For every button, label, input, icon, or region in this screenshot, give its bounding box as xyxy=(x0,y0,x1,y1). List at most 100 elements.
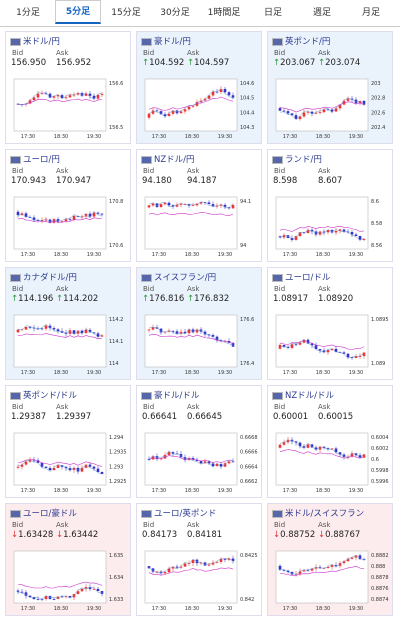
candle-body xyxy=(350,557,354,559)
candle-body xyxy=(52,96,56,98)
trend-arrow: ↑ xyxy=(142,294,150,304)
x-tick-label: 18:30 xyxy=(316,134,330,140)
candle-body xyxy=(215,561,219,563)
candle-body xyxy=(191,205,195,207)
candle-body xyxy=(159,328,163,333)
candle-body xyxy=(76,330,80,334)
currency-card[interactable]: 豪ドル/円 Bid Ask ↑104.592 ↑104.597 104.6 104.5 104… xyxy=(136,31,262,144)
candle-body xyxy=(342,352,346,354)
bid-label: Bid xyxy=(12,285,24,293)
x-tick-label: 19:30 xyxy=(218,252,232,258)
candle-body xyxy=(92,466,96,469)
candle-body xyxy=(179,204,183,205)
candle-body xyxy=(282,235,286,238)
candle-body xyxy=(302,339,306,343)
y-tick-label: 0.5998 xyxy=(371,468,389,474)
y-tick-label: 0.5996 xyxy=(371,479,389,485)
currency-card[interactable]: NZドル/ドル Bid Ask 0.60001 0.60015 0.6004 0.6002 0… xyxy=(267,385,393,498)
candle-body xyxy=(203,461,207,464)
bid-value: 8.598 xyxy=(273,176,297,186)
currency-card[interactable]: カナダドル/円 Bid Ask ↑114.196 ↑114.202 114.2 114.1 1… xyxy=(5,267,131,380)
candle-body xyxy=(334,108,338,112)
bid-label: Bid xyxy=(274,167,286,175)
candle-body xyxy=(199,202,203,204)
x-tick-label: 19:30 xyxy=(87,370,101,376)
ask-value: ↑104.597 xyxy=(187,58,229,68)
ask-value: 1.29397 xyxy=(56,412,91,422)
y-tick-label: 8.58 xyxy=(371,221,382,227)
bid-label: Bid xyxy=(12,521,24,529)
tab[interactable]: 1時間足 xyxy=(207,8,241,18)
candle-body xyxy=(346,558,350,562)
ask-value: ↑114.202 xyxy=(56,294,98,304)
tab[interactable]: 5分足 xyxy=(55,0,101,24)
currency-card[interactable]: 豪ドル/ドル Bid Ask 0.66641 0.66645 0.6668 0.6666 0.… xyxy=(136,385,262,498)
candle-body xyxy=(346,98,350,101)
currency-card[interactable]: 米ドル/スイスフラン Bid Ask ↓0.88752 ↓0.88767 0.8882 0.… xyxy=(267,503,393,616)
candle-body xyxy=(179,331,183,334)
candle-body xyxy=(32,597,36,599)
candle-body xyxy=(298,442,302,447)
bid-value: 0.60001 xyxy=(273,412,308,422)
currency-card[interactable]: ユーロ/英ポンド Bid Ask 0.84173 0.84181 0.8425 0.842 1… xyxy=(136,503,262,616)
candle-body xyxy=(56,95,60,97)
ask-value: 156.952 xyxy=(56,58,91,68)
candle-body xyxy=(346,353,350,358)
currency-card[interactable]: ランド/円 Bid Ask 8.598 8.607 8.6 8.58 8.56 17:30 18:… xyxy=(267,149,393,262)
moving-average xyxy=(279,565,365,577)
currency-card[interactable]: ユーロ/ドル Bid Ask 1.08917 1.08920 1.0895 1.089 17:… xyxy=(267,267,393,380)
moving-average xyxy=(17,98,103,105)
x-tick-label: 17:30 xyxy=(152,252,166,258)
candle-body xyxy=(231,95,235,98)
candle-body xyxy=(350,357,354,359)
flag-icon xyxy=(141,392,152,400)
ask-label: Ask xyxy=(318,285,331,293)
currency-card[interactable]: 英ポンド/ドル Bid Ask 1.29387 1.29397 1.294 1.2935 1.… xyxy=(5,385,131,498)
candle-body xyxy=(302,446,306,448)
bid-value: 1.29387 xyxy=(11,412,46,422)
trend-arrow: ↓ xyxy=(56,530,64,540)
pair-title: ユーロ/ドル xyxy=(285,273,331,283)
tab[interactable]: 1分足 xyxy=(16,8,40,18)
mini-chart: 1.0895 1.089 17:30 18:30 19:30 xyxy=(275,314,389,376)
currency-card[interactable]: ユーロ/豪ドル Bid Ask ↓1.63428 ↓1.63442 1.635 1.634 1… xyxy=(5,503,131,616)
pair-title: NZドル/円 xyxy=(154,155,195,165)
ask-price: 8.607 xyxy=(318,176,343,186)
y-tick-label: 176.6 xyxy=(240,317,254,323)
moving-average xyxy=(148,212,234,216)
candle-body xyxy=(68,596,72,598)
candle-body xyxy=(294,441,298,443)
candle-body xyxy=(175,331,179,334)
candle-body xyxy=(36,328,40,330)
bid-value: 0.84173 xyxy=(142,530,177,540)
candle-body xyxy=(207,461,211,464)
currency-card[interactable]: ユーロ/円 Bid Ask 170.943 170.947 170.8 170.6 17:30… xyxy=(5,149,131,262)
x-tick-label: 19:30 xyxy=(349,370,363,376)
tab[interactable]: 日足 xyxy=(263,8,282,18)
flag-icon xyxy=(141,510,152,518)
currency-card[interactable]: 英ポンド/円 Bid Ask ↑203.067 ↑203.074 203 202.8 202.… xyxy=(267,31,393,144)
tab[interactable]: 週足 xyxy=(312,8,331,18)
candle-body xyxy=(72,330,76,334)
x-tick-label: 17:30 xyxy=(283,488,297,494)
candle-body xyxy=(24,461,28,465)
candle-body xyxy=(223,204,227,208)
y-tick-label: 104.4 xyxy=(240,110,254,116)
candle-body xyxy=(207,202,211,205)
mini-chart: 104.6 104.5 104.4 104.3 17:30 18:30 19:30 xyxy=(144,78,254,140)
tab[interactable]: 月足 xyxy=(361,8,380,18)
candle-body xyxy=(151,568,155,572)
tab[interactable]: 15分足 xyxy=(111,8,141,18)
currency-card[interactable]: NZドル/円 Bid Ask 94.180 94.187 94.1 94 17:30 18:30… xyxy=(136,149,262,262)
candle-body xyxy=(76,467,80,472)
currency-card[interactable]: 米ドル/円 Bid Ask 156.950 156.952 156.6 156.5 17:30… xyxy=(5,31,131,144)
bid-price: 8.598 xyxy=(273,176,298,186)
candle-body xyxy=(362,454,366,458)
bid-value: 1.08917 xyxy=(273,294,308,304)
currency-card[interactable]: スイスフラン/円 Bid Ask ↑176.816 ↑176.832 176.6 176.4… xyxy=(136,267,262,380)
tab[interactable]: 30分足 xyxy=(160,8,190,18)
ask-value: ↓1.63442 xyxy=(56,530,98,540)
bid-value: ↑114.196 xyxy=(11,294,53,304)
pair-title: 英ポンド/円 xyxy=(285,37,331,47)
